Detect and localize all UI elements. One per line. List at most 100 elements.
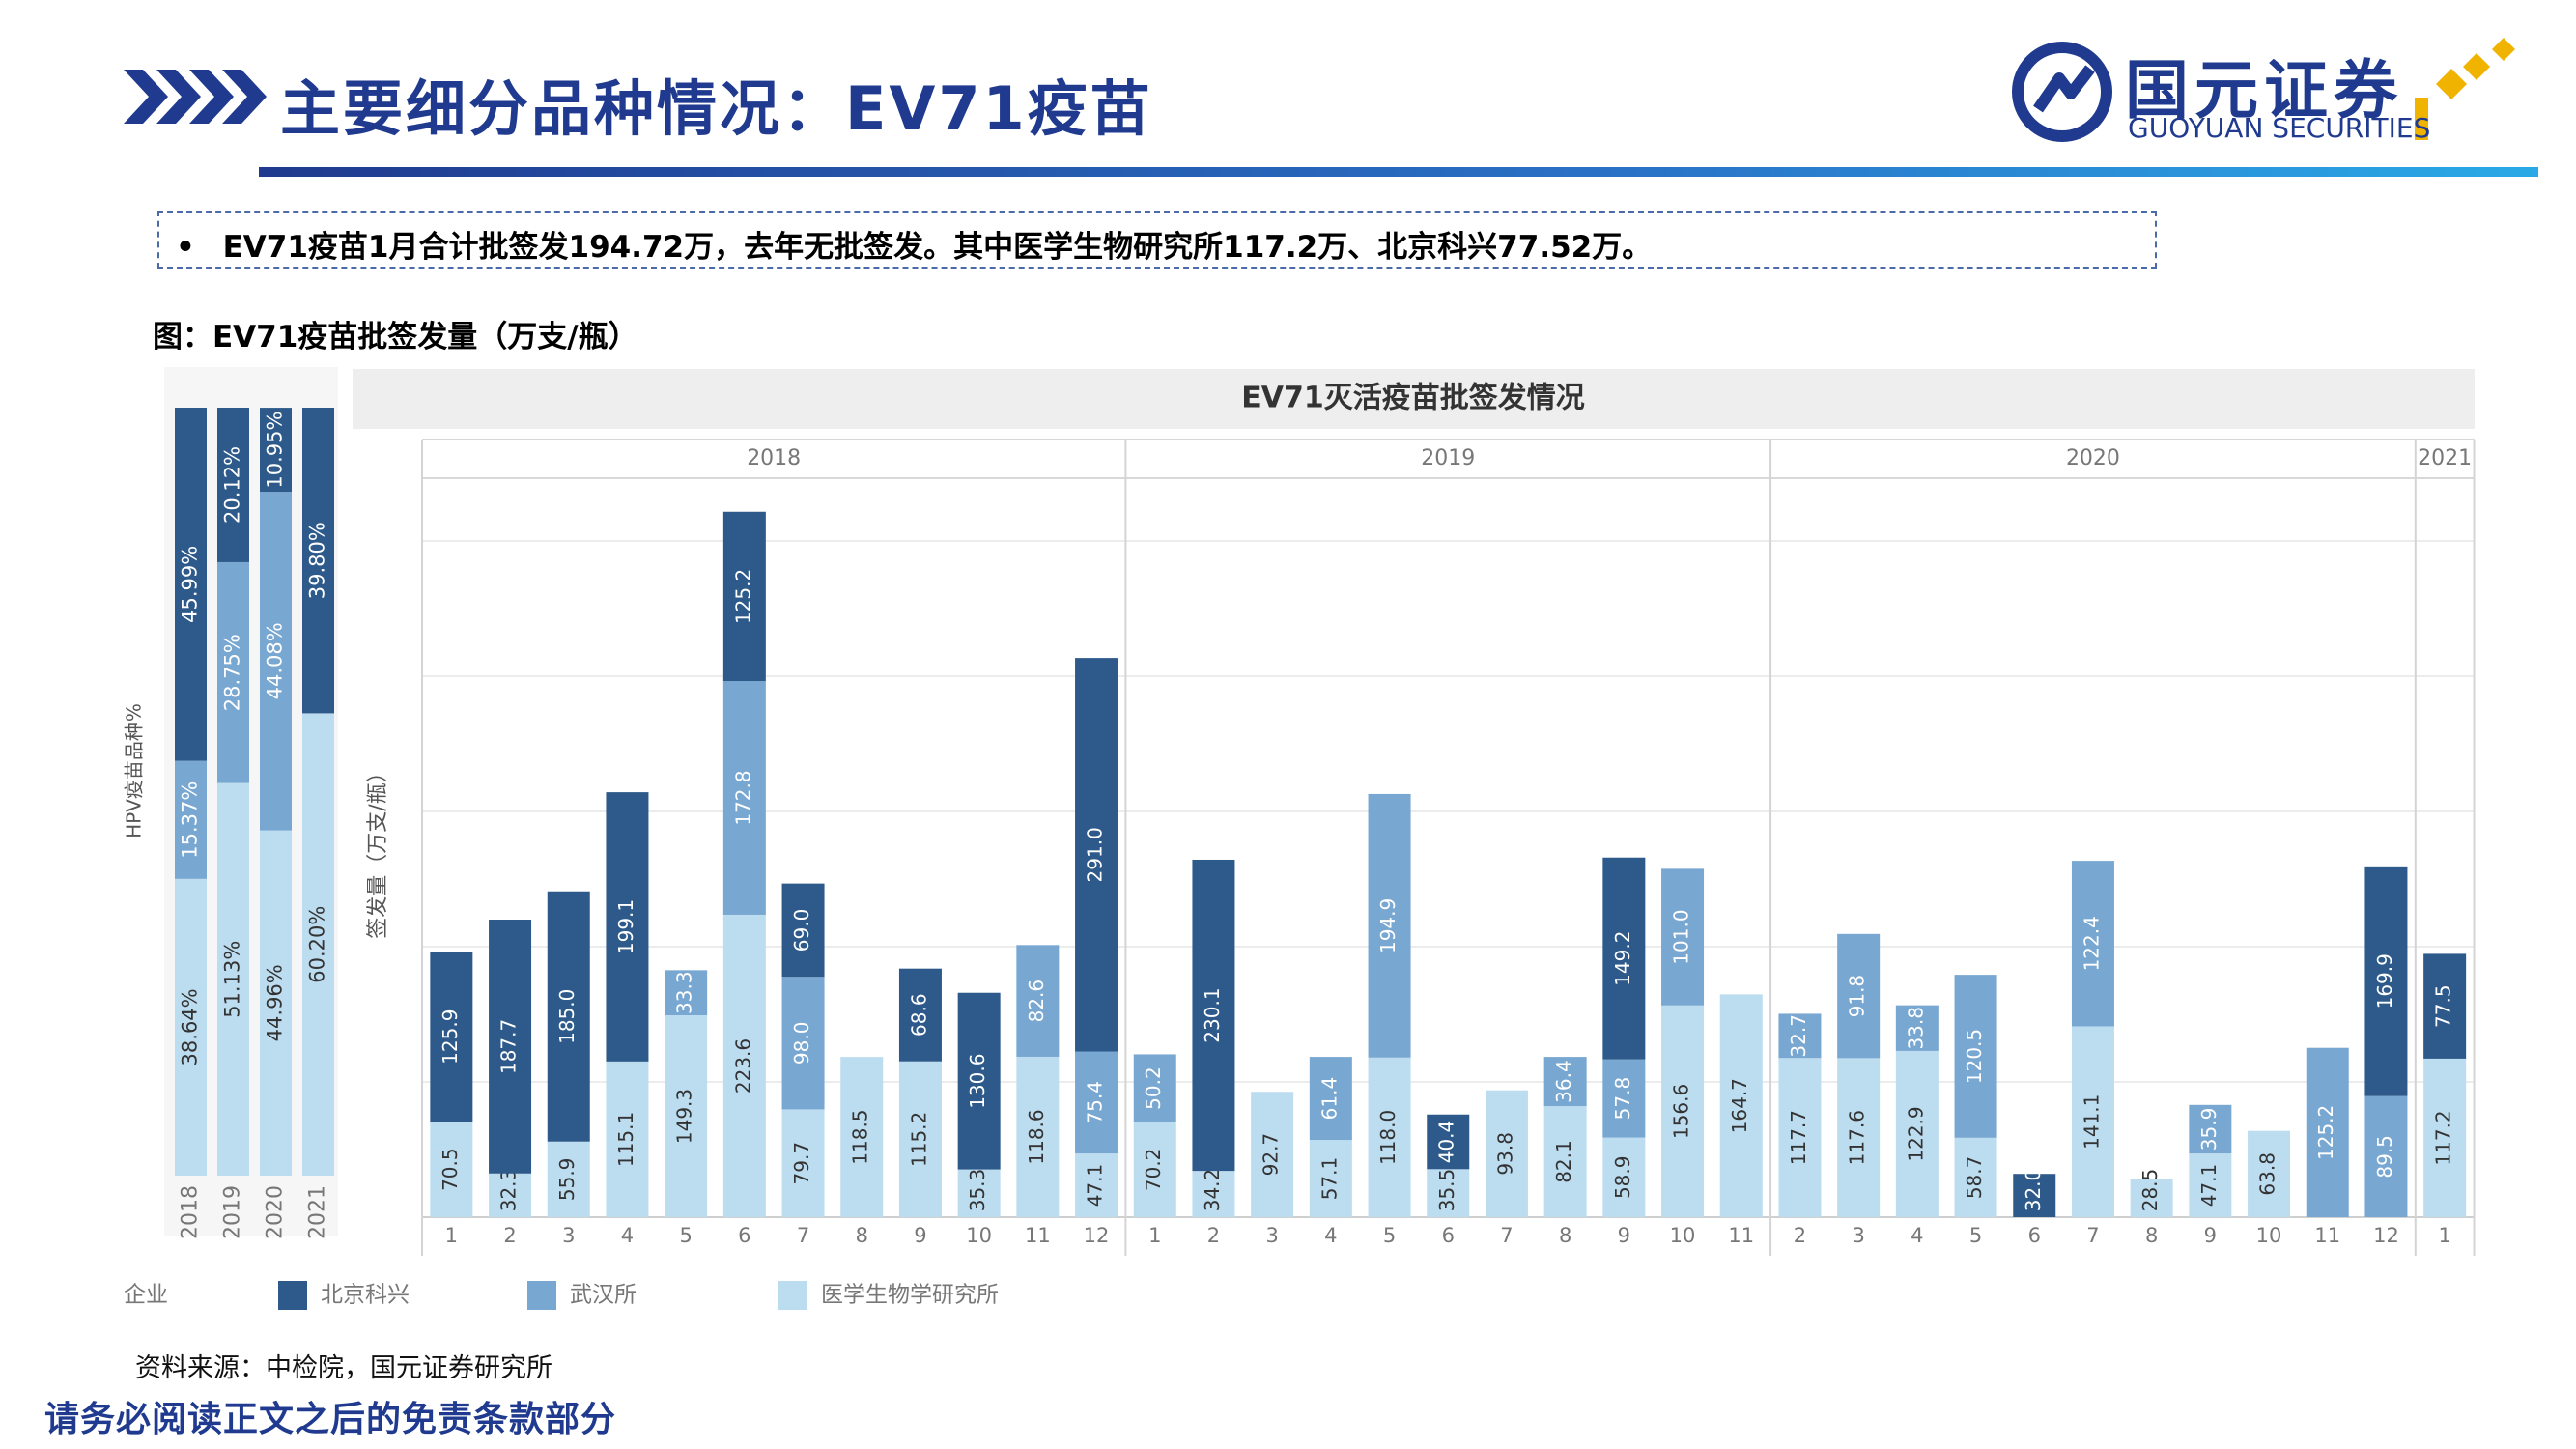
month-tick-label: 10 — [1670, 1224, 1696, 1247]
share-bar-label: 51.13% — [221, 941, 244, 1018]
bar-value-label: 32.0 — [2022, 1169, 2045, 1212]
share-bar-segment — [217, 782, 249, 1176]
summary-sentence: EV71疫苗1月合计批签发194.72万，去年无批签发。其中医学生物研究所117… — [222, 230, 1653, 265]
bar-segment-mid — [2189, 1104, 2232, 1154]
month-tick-label: 12 — [2373, 1224, 2399, 1247]
month-tick-label: 5 — [679, 1224, 692, 1247]
bar-value-label: 118.5 — [849, 1109, 872, 1164]
bar-segment-dark — [1075, 658, 1118, 1052]
share-bar-label: 44.08% — [264, 622, 287, 699]
bar-value-label: 149.3 — [673, 1089, 696, 1144]
bar-value-label: 79.7 — [790, 1142, 813, 1185]
bar-segment-light — [1427, 1169, 1470, 1217]
legend-label: 医学生物学研究所 — [821, 1283, 999, 1308]
bar-value-label: 57.8 — [1611, 1077, 1634, 1121]
bar-segment-light — [2423, 1058, 2467, 1217]
bar-value-label: 47.1 — [2197, 1164, 2221, 1208]
bar-segment-light — [1895, 1050, 1939, 1217]
bar-segment-dark — [547, 891, 590, 1142]
month-tick-label: 4 — [1911, 1224, 1923, 1247]
bar-value-label: 33.3 — [673, 971, 696, 1014]
month-tick-label: 3 — [1265, 1224, 1278, 1247]
bar-value-label: 122.9 — [1904, 1106, 1927, 1161]
group-label-2018: 2018 — [747, 446, 801, 470]
bar-value-label: 68.6 — [907, 993, 930, 1037]
bar-segment-mid — [2306, 1047, 2349, 1217]
share-bar-segment — [260, 408, 292, 493]
bar-segment-mid — [1016, 945, 1060, 1057]
bar-value-label: 141.1 — [2080, 1094, 2103, 1150]
share-bar-segment — [175, 408, 207, 761]
month-tick-label: 9 — [914, 1224, 926, 1247]
bar-segment-light — [1133, 1122, 1176, 1217]
bar-segment-light — [1309, 1140, 1352, 1217]
month-tick-label: 2 — [503, 1224, 516, 1247]
bar-segment-mid — [1543, 1057, 1587, 1107]
bar-segment-light — [1016, 1056, 1060, 1217]
bar-segment-light — [840, 1057, 884, 1217]
bar-segment-light — [1719, 994, 1763, 1217]
bar-value-label: 115.2 — [907, 1112, 930, 1167]
bar-value-label: 47.1 — [1084, 1164, 1107, 1208]
month-tick-label: 6 — [1442, 1224, 1455, 1247]
bar-segment-light — [2248, 1130, 2291, 1217]
bar-value-label: 118.0 — [1376, 1110, 1400, 1165]
bar-segment-light — [2130, 1179, 2173, 1217]
bar-value-label: 82.1 — [1552, 1140, 1575, 1183]
share-bar-label: 39.80% — [306, 522, 329, 599]
page-title: 主要细分品种情况：EV71疫苗 — [280, 73, 1153, 144]
bar-segment-dark — [606, 792, 649, 1062]
month-tick-label: 10 — [966, 1224, 992, 1247]
bar-value-label: 50.2 — [1142, 1066, 1165, 1110]
share-x-tick-label: 2019 — [221, 1185, 245, 1239]
bar-value-label: 33.8 — [1904, 1007, 1927, 1050]
bar-segment-mid — [1778, 1013, 1822, 1059]
legend-title: 企业 — [124, 1283, 168, 1308]
bar-segment-light — [1661, 1005, 1705, 1217]
bar-segment-light — [1192, 1171, 1235, 1217]
bar-value-label: 58.9 — [1611, 1156, 1634, 1200]
logo-chinese-name: 国元证券 — [2125, 53, 2403, 128]
month-tick-label: 8 — [2145, 1224, 2158, 1247]
legend-swatch — [527, 1281, 556, 1310]
bar-value-label: 117.6 — [1846, 1110, 1869, 1165]
bar-value-label: 125.2 — [731, 569, 754, 624]
bar-value-label: 32.7 — [1787, 1014, 1810, 1058]
bar-value-label: 156.6 — [1670, 1084, 1693, 1139]
bar-value-label: 169.9 — [2373, 953, 2396, 1009]
month-tick-label: 3 — [1852, 1224, 1864, 1247]
bar-segment-mid — [1895, 1005, 1939, 1051]
bar-segment-light — [957, 1169, 1001, 1217]
source-note: 资料来源：中检院，国元证券研究所 — [135, 1353, 552, 1383]
bar-segment-mid — [1602, 1059, 1646, 1138]
bar-value-label: 230.1 — [1201, 987, 1224, 1042]
share-bar-label: 38.64% — [179, 988, 202, 1065]
bar-segment-light — [430, 1122, 473, 1217]
chevron-arrows-icon — [124, 70, 267, 124]
bar-segment-dark — [722, 511, 766, 682]
bar-segment-mid — [1368, 793, 1411, 1058]
month-tick-label: 8 — [856, 1224, 868, 1247]
bar-segment-dark — [2013, 1174, 2056, 1217]
summary-bullet: • — [176, 230, 195, 265]
share-x-tick-label: 2021 — [306, 1185, 330, 1239]
bar-value-label: 172.8 — [731, 770, 754, 825]
summary-text: • EV71疫苗1月合计批签发194.72万，去年无批签发。其中医学生物研究所1… — [176, 222, 1652, 266]
bar-segment-light — [1251, 1092, 1294, 1217]
bar-value-label: 32.3 — [497, 1169, 521, 1212]
month-tick-label: 3 — [562, 1224, 575, 1247]
bar-segment-mid — [1133, 1054, 1176, 1122]
bar-value-label: 63.8 — [2256, 1152, 2279, 1196]
bar-segment-light — [489, 1173, 532, 1217]
bar-segment-light — [1543, 1106, 1587, 1217]
chart-y-axis-label: 签发量（万支/瓶） — [366, 761, 390, 938]
month-tick-label: 2 — [1207, 1224, 1220, 1247]
bar-value-label: 82.6 — [1025, 980, 1048, 1023]
share-x-tick-label: 2018 — [179, 1185, 203, 1239]
share-bar-segment — [260, 830, 292, 1176]
bar-segment-mid — [2364, 1095, 2408, 1217]
bar-value-label: 89.5 — [2373, 1135, 2396, 1179]
bar-value-label: 194.9 — [1376, 898, 1400, 953]
month-tick-label: 10 — [2256, 1224, 2282, 1247]
bar-value-label: 187.7 — [497, 1019, 521, 1074]
